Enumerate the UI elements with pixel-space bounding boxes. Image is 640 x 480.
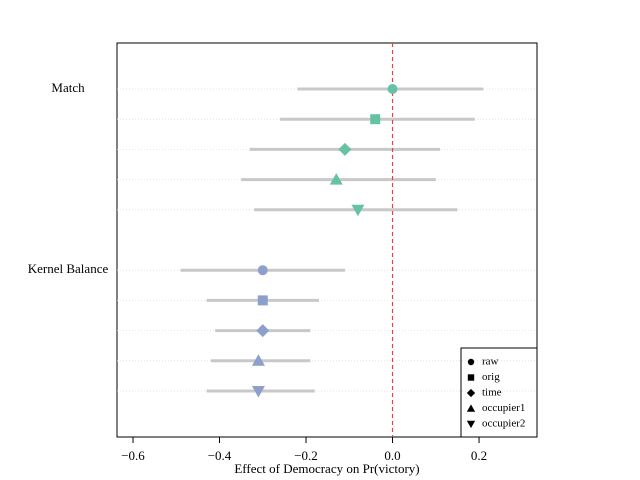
- legend-marker: [466, 404, 476, 412]
- x-tick-label: −0.4: [208, 448, 232, 463]
- x-tick-label: 0.2: [471, 448, 487, 463]
- x-tick-label: 0.0: [384, 448, 400, 463]
- legend-marker: [467, 358, 475, 366]
- point: [387, 84, 398, 94]
- x-axis-label: Effect of Democracy on Pr(victory): [234, 461, 419, 476]
- legend-label: time: [482, 387, 502, 399]
- legend-marker: [466, 388, 476, 398]
- point: [370, 114, 381, 125]
- legend-marker: [466, 420, 476, 429]
- point: [257, 265, 268, 276]
- legend-label: occupier1: [482, 402, 525, 414]
- legend-label: raw: [482, 356, 499, 368]
- x-tick-label: −0.6: [121, 448, 145, 463]
- group-label: Match: [51, 80, 85, 95]
- point: [256, 324, 270, 338]
- point: [251, 386, 265, 398]
- group-label: Kernel Balance: [28, 261, 109, 276]
- point: [251, 354, 265, 366]
- point: [257, 295, 268, 306]
- legend-label: orig: [482, 371, 500, 383]
- plot-frame: [116, 42, 538, 438]
- point: [351, 204, 365, 217]
- legend-label: occupier2: [482, 418, 525, 430]
- x-tick-label: −0.2: [294, 448, 318, 463]
- legend-marker: [467, 374, 475, 381]
- point: [338, 142, 352, 156]
- point: [329, 173, 343, 185]
